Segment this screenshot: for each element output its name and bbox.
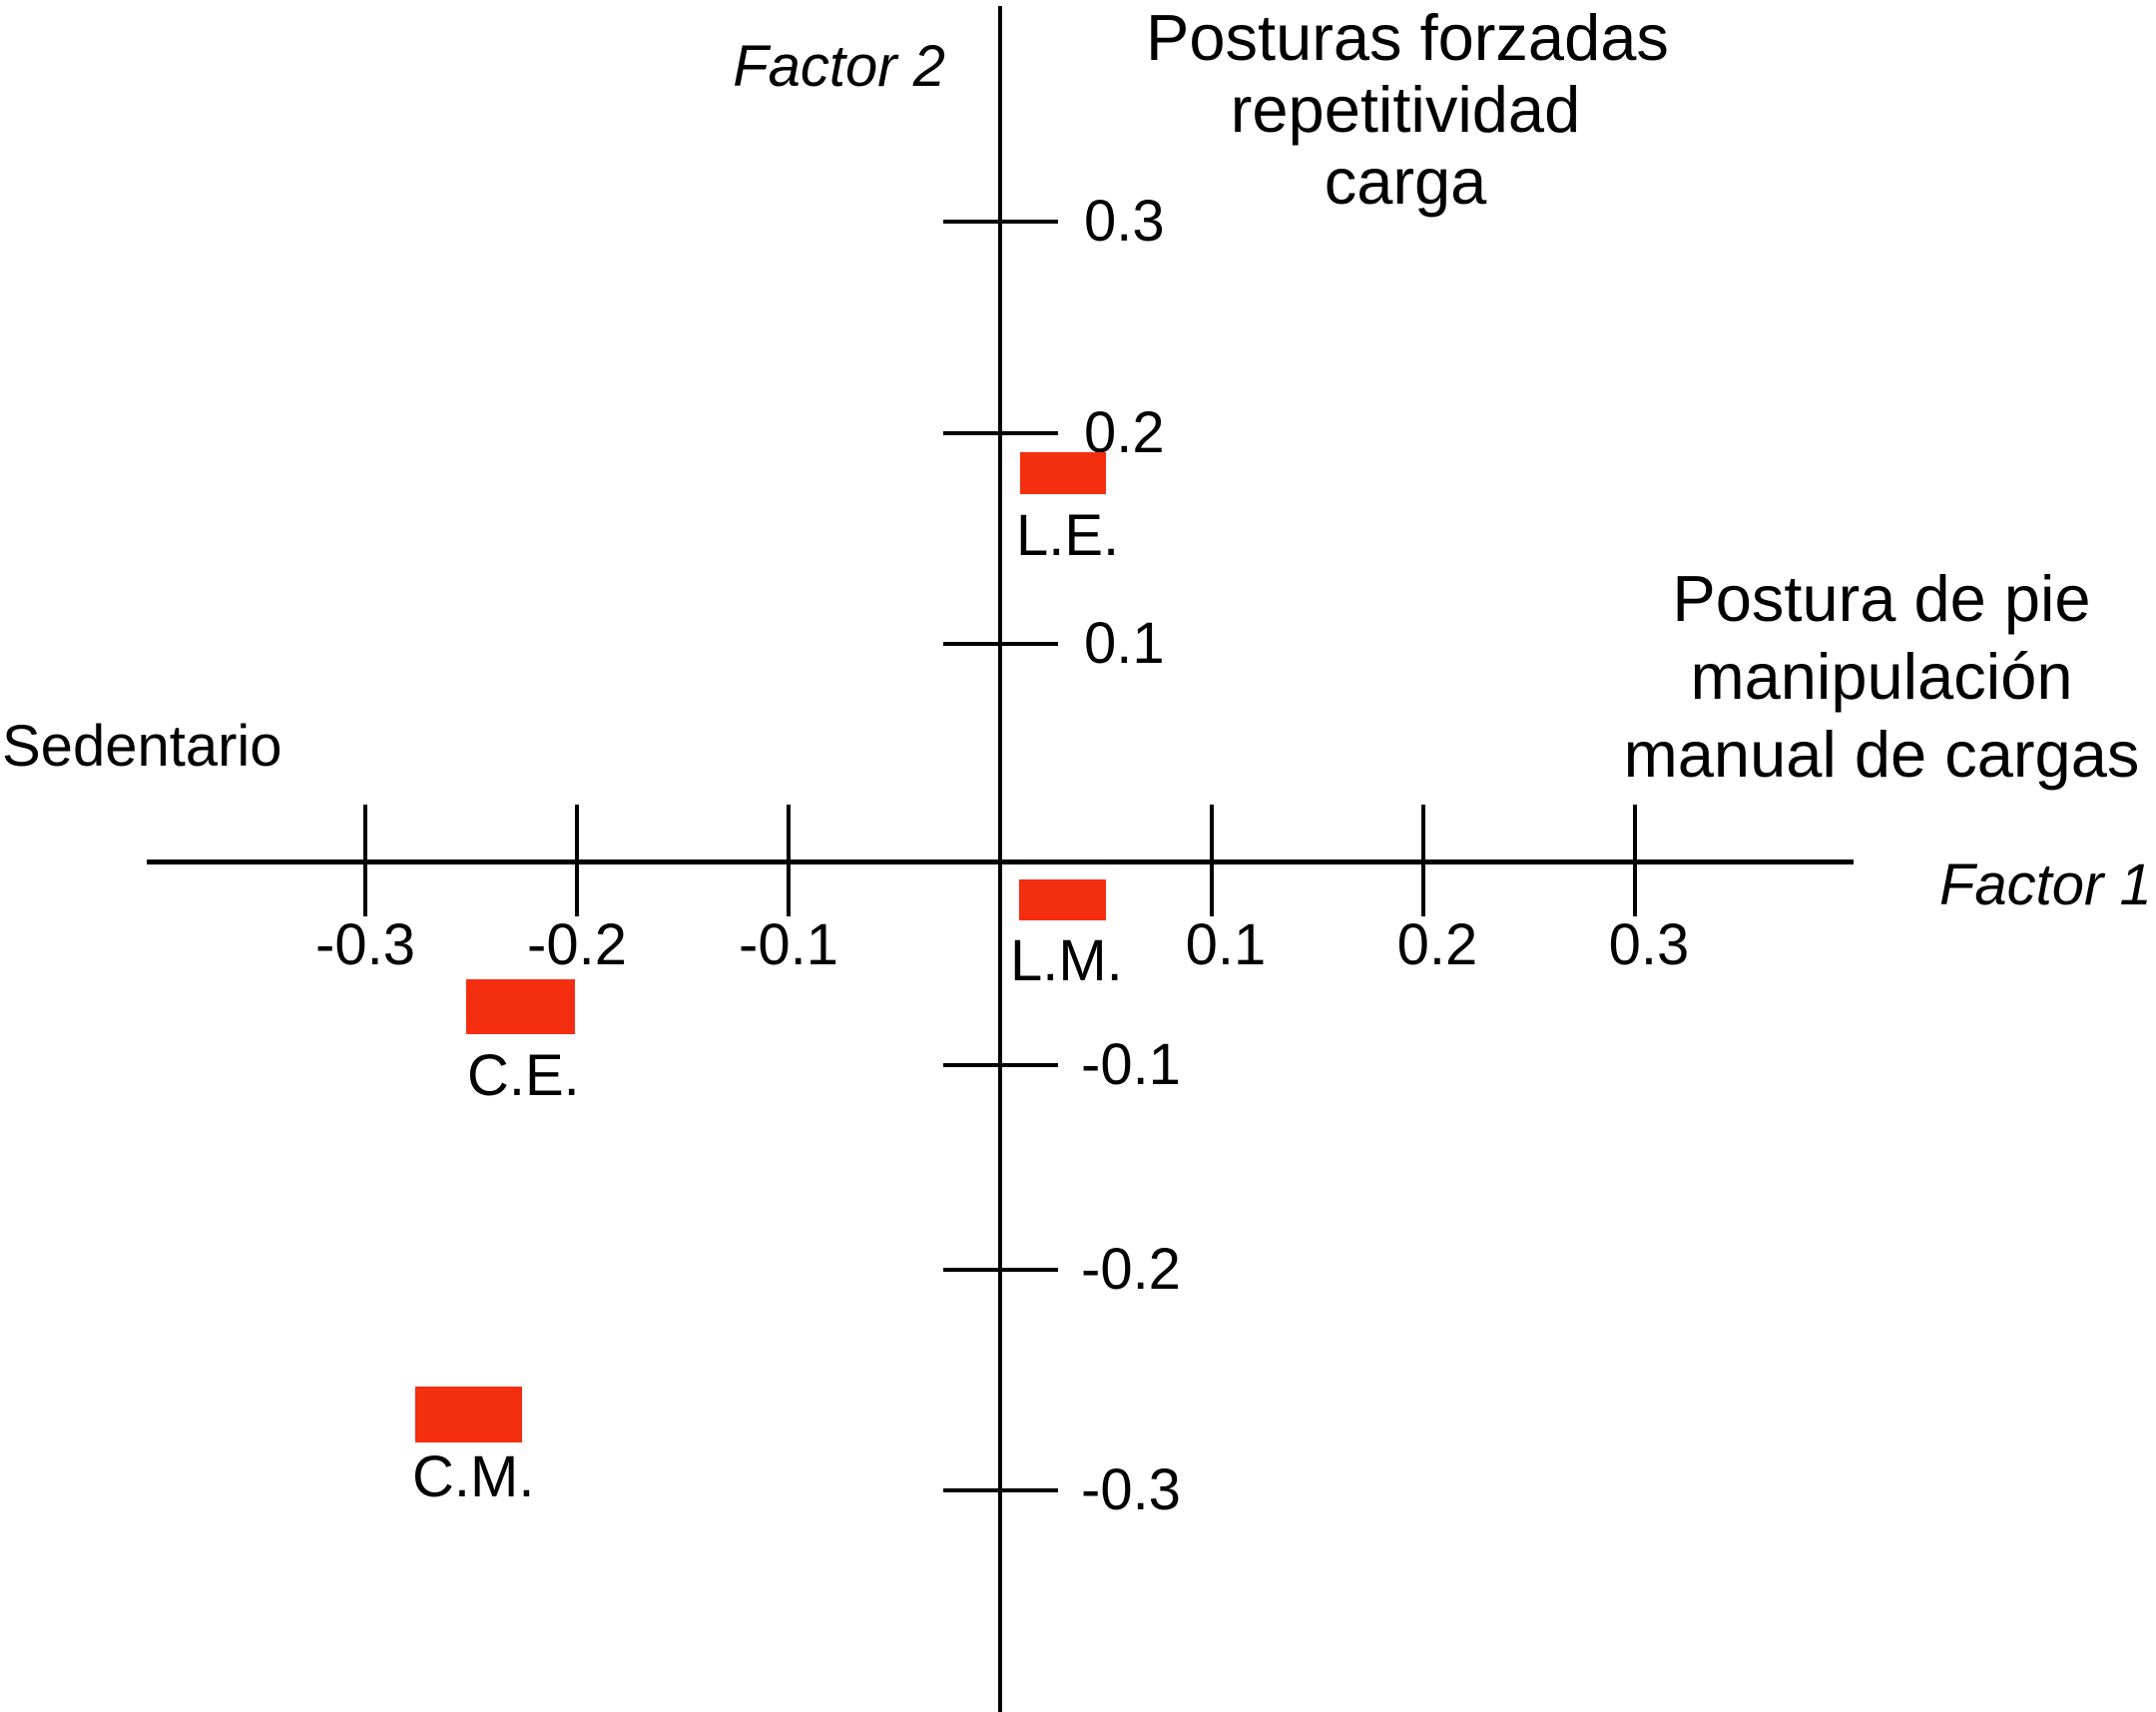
annotation-left: Sedentario	[2, 714, 282, 779]
annotation-right: Postura de pie manipulación manual de ca…	[1622, 560, 2141, 794]
y-tick-neg-0-3	[943, 1488, 1058, 1492]
x-tick-pos-0-2	[1421, 805, 1425, 916]
annotation-top: Posturas forzadas repetitividad carga	[1146, 1, 1669, 218]
annotation-top-line3: carga	[1324, 145, 1487, 218]
x-tick-label: 0.3	[1608, 912, 1690, 977]
annotation-top-line1: Posturas forzadas	[1146, 1, 1669, 74]
y-tick-label: 0.1	[1084, 611, 1165, 676]
data-point-label-cm: C.M.	[412, 1444, 535, 1509]
annotation-right-line1: Postura de pie	[1672, 562, 2091, 635]
x-tick-label: -0.1	[739, 912, 838, 977]
x-tick-neg-0-1	[787, 805, 791, 916]
data-point-label-ce: C.E.	[467, 1043, 580, 1108]
data-point-lm	[1019, 879, 1106, 920]
y-tick-label: -0.3	[1081, 1457, 1181, 1522]
x-tick-label: -0.3	[315, 912, 415, 977]
x-tick-label: 0.1	[1185, 912, 1267, 977]
x-tick-label: 0.2	[1396, 912, 1478, 977]
y-tick-label: 0.2	[1084, 400, 1165, 465]
y-axis-name: Factor 2	[733, 34, 945, 99]
x-tick-neg-0-2	[575, 805, 579, 916]
x-tick-pos-0-1	[1210, 805, 1214, 916]
x-axis-line	[147, 859, 1854, 864]
annotation-top-line2: repetitividad	[1230, 73, 1581, 146]
x-tick-neg-0-3	[363, 805, 367, 916]
data-point-label-lm: L.M.	[1010, 928, 1123, 993]
y-tick-neg-0-2	[943, 1268, 1058, 1272]
y-tick-pos-0-1	[943, 642, 1058, 646]
annotation-right-line2: manipulación	[1690, 640, 2073, 713]
y-tick-label: -0.2	[1081, 1237, 1181, 1302]
y-tick-label: -0.1	[1081, 1032, 1181, 1097]
x-tick-pos-0-3	[1633, 805, 1637, 916]
y-tick-pos-0-2	[943, 431, 1058, 435]
x-tick-label: -0.2	[527, 912, 627, 977]
y-tick-label: 0.3	[1084, 189, 1165, 254]
data-point-ce	[466, 979, 575, 1034]
annotation-right-line3: manual de cargas	[1623, 718, 2140, 791]
x-axis-name: Factor 1	[1939, 853, 2152, 917]
y-tick-pos-0-3	[943, 220, 1058, 224]
y-axis-line	[998, 6, 1002, 1712]
data-point-le	[1020, 452, 1106, 494]
y-tick-neg-0-1	[943, 1063, 1058, 1067]
data-point-cm	[415, 1387, 522, 1442]
data-point-label-le: L.E.	[1016, 503, 1120, 568]
